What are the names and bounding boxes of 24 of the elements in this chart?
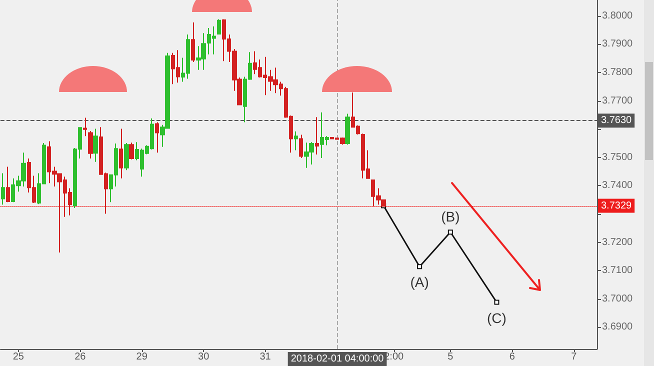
x-tick-label: 26 bbox=[74, 352, 86, 362]
annotation: (C) bbox=[486, 310, 506, 326]
x-tick-label: 25 bbox=[12, 352, 24, 362]
ref-line-label: 3.7329 bbox=[601, 200, 632, 212]
x-tick-label: 2018-02-01 04:00:00 bbox=[290, 354, 384, 364]
x-tick-label: 29 bbox=[136, 352, 148, 362]
y-tick-label: 3.7000 bbox=[602, 293, 634, 304]
y-tick-label: 3.7100 bbox=[602, 265, 634, 276]
y-tick-label: 3.8000 bbox=[602, 10, 634, 22]
y-tick-label: 3.6900 bbox=[602, 322, 634, 333]
annotation: (A) bbox=[410, 274, 429, 290]
annotation: (B) bbox=[441, 208, 460, 225]
y-tick-label: 3.7400 bbox=[602, 180, 634, 192]
x-tick-label: 5 bbox=[448, 352, 454, 362]
x-tick-label: 31 bbox=[260, 352, 272, 362]
y-tick-label: 3.7200 bbox=[602, 236, 634, 248]
y-tick-label: 3.7500 bbox=[602, 152, 634, 163]
y-tick-label: 3.7700 bbox=[602, 95, 634, 106]
x-tick-label: 30 bbox=[198, 352, 210, 362]
x-tick-label: 6 bbox=[509, 352, 516, 362]
y-tick-label: 3.7900 bbox=[602, 38, 634, 50]
x-tick-label: 7 bbox=[571, 352, 578, 362]
ref-line-label: 3.7630 bbox=[601, 115, 632, 126]
y-tick-label: 3.7800 bbox=[602, 66, 634, 78]
